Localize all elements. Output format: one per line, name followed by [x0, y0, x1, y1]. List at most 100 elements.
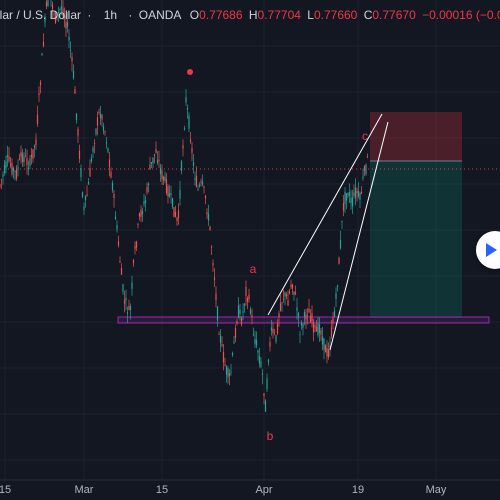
drawing-zones [0, 112, 500, 324]
candle-body [164, 176, 166, 181]
candle-body [362, 176, 364, 179]
header-separator-2: · [128, 8, 133, 22]
candle-body [84, 195, 87, 201]
candle-body [65, 22, 67, 29]
candle-body [18, 158, 21, 160]
candle-body [234, 328, 237, 339]
candle-body [329, 345, 331, 347]
candle-body [365, 164, 367, 175]
candle-body [281, 302, 283, 304]
candle-body [99, 113, 102, 118]
candle-body [179, 189, 181, 199]
candle-body [92, 148, 94, 152]
candle-body [39, 82, 42, 86]
candle-body [285, 294, 288, 297]
candle-body [312, 321, 315, 333]
candle-body [26, 158, 28, 165]
candle-body [350, 197, 352, 204]
candle-body [62, 8, 64, 16]
candle-body [308, 308, 310, 313]
candle-body [158, 159, 160, 161]
candle-body [284, 292, 286, 297]
time-axis[interactable]: 15 Mar 15 Apr 19 May [0, 481, 500, 500]
header-separator: · [87, 8, 92, 22]
candle-body [68, 36, 70, 41]
candle-body [282, 298, 285, 300]
candle-body [77, 128, 79, 136]
candle-body [147, 183, 150, 186]
wave-label-b: b [266, 429, 274, 443]
candle-body [300, 322, 303, 326]
candle-body [263, 393, 265, 397]
candle-body [81, 192, 84, 197]
candle-body [317, 323, 319, 336]
candle-body [287, 300, 289, 306]
candle-body [29, 158, 31, 166]
candle-body [140, 209, 142, 217]
candle-body [78, 150, 81, 160]
replay-play-button[interactable] [476, 231, 500, 269]
candle-body [86, 194, 88, 196]
candle-body [93, 142, 96, 144]
candle-body [104, 131, 106, 133]
candle-body [288, 291, 291, 294]
candle-body [69, 50, 72, 51]
candle-body [326, 347, 328, 357]
candle-body [338, 257, 340, 264]
candle-body [363, 166, 366, 171]
symbol-name[interactable]: llar / U.S. Dollar [0, 8, 82, 22]
candle-body [249, 309, 252, 314]
candle-body [222, 352, 225, 363]
time-axis-label: 15 [155, 484, 169, 496]
open-value: 0.77686 [199, 8, 243, 22]
candle-body [122, 284, 124, 292]
candle-body [42, 41, 45, 46]
candle-body [60, 6, 63, 9]
candle-body [246, 298, 249, 302]
wave-label-a: a [249, 262, 257, 276]
candle-body [195, 176, 198, 187]
high-label: H [248, 8, 258, 22]
candle-body [231, 352, 234, 356]
candle-body [191, 147, 193, 153]
candle-body [32, 149, 34, 159]
candle-body [260, 361, 262, 367]
candle-body [71, 57, 73, 62]
candle-body [314, 325, 316, 328]
candle-body [159, 167, 162, 174]
candle-body [0, 179, 3, 181]
candle-body [278, 313, 280, 317]
candle-body [128, 305, 130, 310]
candle-body [294, 292, 297, 295]
candle-body [53, 13, 55, 15]
candle-body [173, 207, 175, 217]
candle-body [188, 115, 190, 129]
candle-body [152, 157, 154, 164]
candle-body [251, 314, 253, 318]
candle-body [107, 148, 109, 152]
timeframe-label[interactable]: 1h [103, 8, 118, 22]
stop-loss-zone [370, 112, 462, 161]
candle-body [102, 126, 105, 132]
low-label: L [307, 8, 314, 22]
candle-body [230, 371, 232, 373]
candle-body [309, 315, 312, 323]
low-value: 0.77660 [313, 8, 358, 22]
candle-body [353, 192, 355, 196]
candle-body [266, 378, 268, 390]
candle-body [342, 203, 345, 211]
candle-body [360, 191, 363, 194]
candle-body [123, 300, 126, 304]
candle-body [356, 191, 358, 194]
candle-body [197, 189, 199, 190]
candle-body [2, 174, 4, 177]
candle-body [272, 328, 274, 334]
candle-body [125, 298, 127, 301]
candle-body [212, 262, 214, 266]
candle-body [228, 373, 231, 377]
grid-lines [0, 0, 500, 481]
candlestick-series [0, 0, 369, 412]
candle-body [302, 324, 304, 328]
candle-body [194, 178, 196, 180]
